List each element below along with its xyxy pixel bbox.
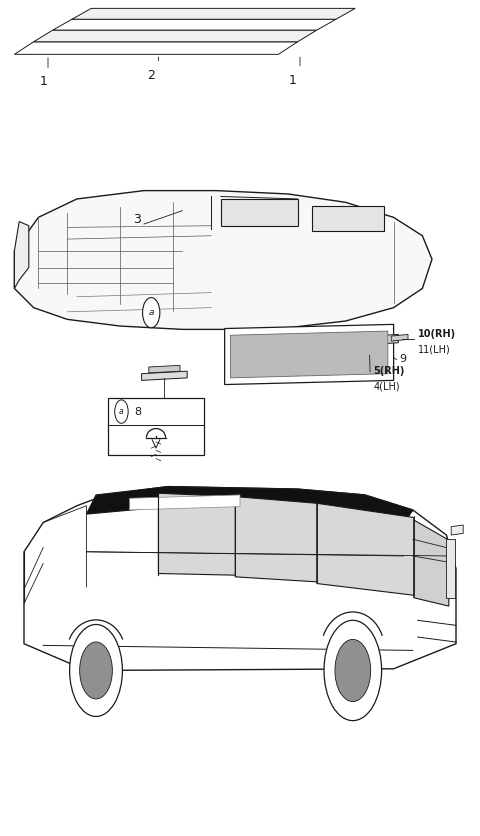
- Polygon shape: [72, 8, 355, 19]
- Polygon shape: [317, 503, 414, 595]
- Polygon shape: [346, 343, 370, 372]
- Polygon shape: [14, 42, 298, 54]
- Circle shape: [335, 640, 371, 701]
- Polygon shape: [221, 199, 298, 226]
- Text: 3: 3: [133, 212, 141, 226]
- Polygon shape: [391, 334, 408, 341]
- Text: 9: 9: [399, 354, 407, 364]
- Polygon shape: [370, 334, 398, 344]
- Polygon shape: [14, 222, 29, 288]
- Text: a: a: [119, 407, 124, 416]
- Text: 1: 1: [39, 75, 47, 89]
- Text: 10(RH): 10(RH): [418, 329, 456, 339]
- Polygon shape: [149, 365, 180, 373]
- Text: 6(LH): 6(LH): [145, 418, 172, 428]
- Circle shape: [80, 642, 112, 699]
- Text: 11(LH): 11(LH): [418, 344, 450, 354]
- Circle shape: [143, 298, 160, 328]
- Text: 8: 8: [134, 406, 142, 416]
- Polygon shape: [24, 487, 456, 670]
- Polygon shape: [158, 493, 235, 575]
- Polygon shape: [235, 497, 317, 582]
- Polygon shape: [230, 331, 388, 378]
- Polygon shape: [225, 324, 394, 385]
- Polygon shape: [14, 191, 432, 329]
- Polygon shape: [451, 525, 463, 535]
- Polygon shape: [130, 495, 240, 510]
- Text: 4(LH): 4(LH): [373, 381, 400, 391]
- Text: 1: 1: [289, 74, 297, 87]
- Polygon shape: [349, 334, 362, 346]
- Circle shape: [70, 624, 122, 716]
- Polygon shape: [312, 206, 384, 231]
- Bar: [108, 398, 204, 455]
- Polygon shape: [53, 19, 336, 30]
- Polygon shape: [86, 487, 413, 525]
- Polygon shape: [142, 371, 187, 380]
- Text: 2: 2: [147, 69, 155, 82]
- Polygon shape: [34, 30, 317, 42]
- Circle shape: [324, 620, 382, 721]
- Text: 5(RH): 5(RH): [373, 366, 405, 376]
- Text: 7(RH): 7(RH): [143, 405, 174, 415]
- Text: a: a: [148, 308, 154, 317]
- Bar: [446, 539, 455, 598]
- Polygon shape: [414, 520, 449, 606]
